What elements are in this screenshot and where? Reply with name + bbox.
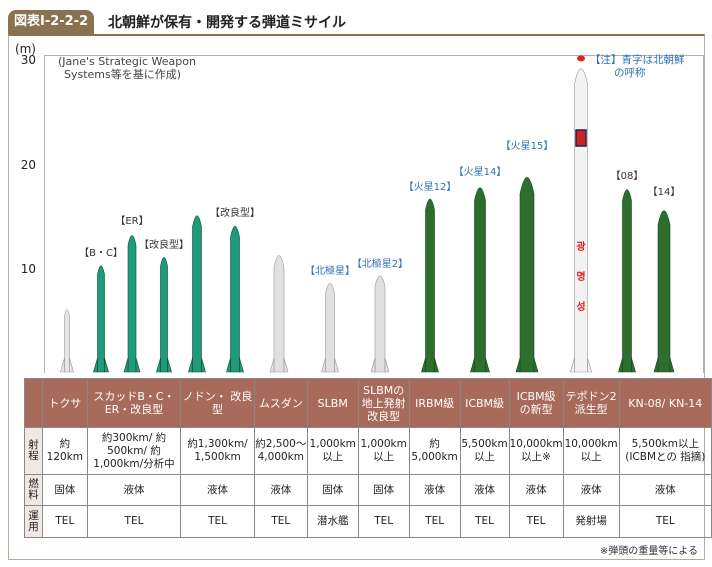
missile-5 bbox=[226, 225, 244, 373]
missile-7 bbox=[321, 283, 339, 373]
cell-ops: TEL bbox=[86, 505, 182, 538]
missile-label: 【ER】 bbox=[115, 216, 149, 227]
cell-ops: TEL bbox=[180, 505, 255, 538]
footnote: ※弾頭の重量等による bbox=[599, 546, 698, 557]
source-line: Systems等を基に作成) bbox=[64, 68, 182, 81]
column-header: ノドン・ 改良型 bbox=[180, 378, 255, 428]
cell-ops: TEL bbox=[508, 505, 564, 538]
missile-label: 【火星15】 bbox=[500, 141, 554, 152]
missile-14 bbox=[653, 210, 675, 373]
missile-2 bbox=[123, 235, 141, 373]
corner-cell bbox=[24, 378, 43, 428]
svg-text:광: 광 bbox=[576, 241, 586, 253]
cell-range: 約2,500～ 4,000km bbox=[253, 427, 308, 475]
svg-text:성: 성 bbox=[576, 300, 585, 313]
missile-10 bbox=[470, 187, 490, 373]
y-tick-10: 10 bbox=[20, 262, 36, 276]
missile-silhouettes: 광명성 bbox=[60, 55, 675, 373]
cell-range: 約1,300km/ 1,500km bbox=[180, 427, 255, 475]
svg-text:명: 명 bbox=[576, 270, 585, 283]
column-header: ICBM級 の新型 bbox=[508, 378, 564, 428]
cell-fuel: 固体 bbox=[357, 474, 410, 506]
missile-label: 【08】 bbox=[610, 171, 644, 182]
chart-area bbox=[44, 55, 704, 373]
cell-range: 10,000km 以上※ bbox=[508, 427, 564, 475]
column-header: テポドン2 派生型 bbox=[562, 378, 620, 428]
column-header: スカッドB・C・ ER・改良型 bbox=[86, 378, 182, 428]
cell-range: 1,000km 以上 bbox=[306, 427, 359, 475]
cell-ops: TEL bbox=[357, 505, 410, 538]
note-line: の呼称 bbox=[614, 67, 646, 79]
missile-label: 【14】 bbox=[647, 187, 681, 198]
cell-fuel: 液体 bbox=[562, 474, 620, 506]
column-header: SLBMの 地上発射 改良型 bbox=[357, 378, 410, 428]
cell-fuel: 固体 bbox=[306, 474, 359, 506]
cell-range: 1,000km 以上 bbox=[357, 427, 410, 475]
cell-range: 約 5,000km bbox=[408, 427, 461, 475]
cell-range: 5,500km 以上 bbox=[459, 427, 510, 475]
cell-fuel: 液体 bbox=[618, 474, 712, 506]
source-line: (Jane's Strategic Weapon bbox=[58, 55, 196, 68]
cell-fuel: 液体 bbox=[180, 474, 255, 506]
missile-8 bbox=[370, 275, 390, 373]
cell-fuel: 液体 bbox=[253, 474, 308, 506]
column-header: トクサ bbox=[41, 378, 88, 428]
color-note: 【注】青字は北朝鮮 の呼称 bbox=[590, 54, 685, 80]
note-line: 【注】青字は北朝鮮 bbox=[590, 54, 685, 66]
column-header: IRBM級 bbox=[408, 378, 461, 428]
y-tick-20: 20 bbox=[20, 158, 36, 172]
cell-fuel: 液体 bbox=[86, 474, 182, 506]
missile-label: 【北極星】 bbox=[305, 266, 355, 277]
cell-ops: TEL bbox=[41, 505, 88, 538]
missile-13 bbox=[618, 189, 636, 373]
cell-ops: TEL bbox=[459, 505, 510, 538]
missile-label: 【火星12】 bbox=[403, 182, 457, 193]
cell-fuel: 固体 bbox=[41, 474, 88, 506]
missile-label: 【B・C】 bbox=[79, 248, 123, 259]
cell-ops: TEL bbox=[618, 505, 712, 538]
source-note: (Jane's Strategic Weapon Systems等を基に作成) bbox=[58, 55, 196, 81]
cell-range: 約 120km bbox=[41, 427, 88, 475]
figure-number: 図表Ⅰ-2-2-2 bbox=[8, 10, 95, 34]
row-header-range: 射程 bbox=[24, 427, 43, 475]
column-header: KN-08/ KN-14 bbox=[618, 378, 712, 428]
missile-1 bbox=[93, 265, 109, 373]
row-header-fuel: 燃料 bbox=[24, 474, 43, 506]
missile-11 bbox=[515, 177, 539, 373]
cell-fuel: 液体 bbox=[459, 474, 510, 506]
missile-0 bbox=[60, 309, 74, 373]
figure-title: 北朝鮮が保有・開発する弾道ミサイル bbox=[108, 15, 346, 31]
cell-ops: TEL bbox=[253, 505, 308, 538]
missile-9 bbox=[421, 198, 439, 373]
cell-fuel: 液体 bbox=[408, 474, 461, 506]
missile-12: 광명성 bbox=[570, 55, 592, 373]
cell-fuel: 液体 bbox=[508, 474, 564, 506]
cell-range: 5,500km以上 (ICBMとの 指摘) bbox=[618, 427, 712, 475]
missile-label: 【改良型】 bbox=[139, 240, 189, 251]
figure-frame bbox=[8, 34, 705, 560]
missile-4 bbox=[188, 215, 206, 373]
cell-range: 約300km/ 約500km/ 約1,000km/分析中 bbox=[86, 427, 182, 475]
cell-ops: 潜水艦 bbox=[306, 505, 359, 538]
missile-6 bbox=[269, 255, 289, 373]
column-header: ムスダン bbox=[253, 378, 308, 428]
missile-label: 【改良型】 bbox=[210, 208, 260, 219]
missile-label: 【北極星2】 bbox=[351, 259, 409, 270]
cell-ops: 発射場 bbox=[562, 505, 620, 538]
column-header: ICBM級 bbox=[459, 378, 510, 428]
missile-table: トクサ スカッドB・C・ ER・改良型 ノドン・ 改良型 ムスダン SLBM SLBMの … bbox=[24, 378, 712, 538]
missile-label: 【火星14】 bbox=[453, 167, 507, 178]
missile-3 bbox=[156, 257, 172, 373]
row-header-ops: 運用 bbox=[24, 505, 43, 538]
cell-ops: TEL bbox=[408, 505, 461, 538]
column-header: SLBM bbox=[306, 378, 359, 428]
y-unit: (m) bbox=[14, 42, 36, 56]
cell-range: 10,000km 以上 bbox=[562, 427, 620, 475]
y-tick-30: 30 bbox=[20, 53, 36, 67]
